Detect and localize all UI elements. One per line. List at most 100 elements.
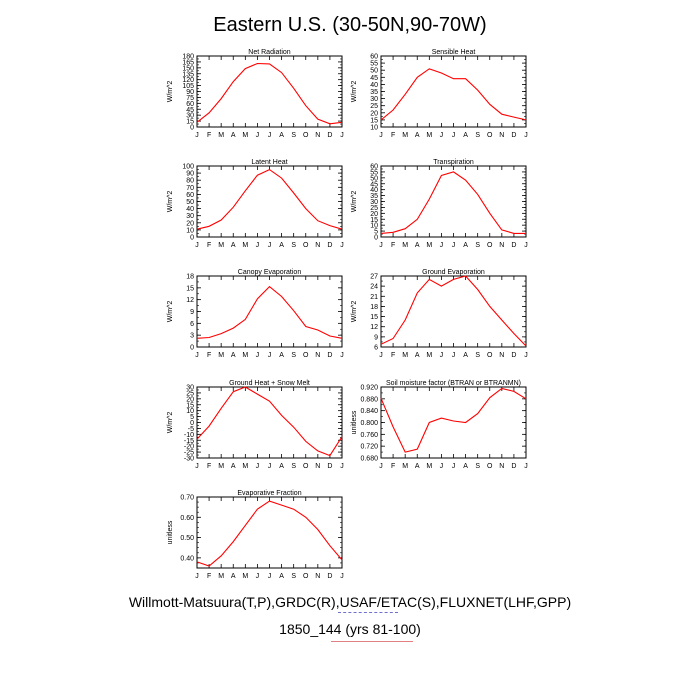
x-tick-label: F [391,352,395,359]
x-tick-label: F [207,573,211,580]
y-tick-label: 18 [186,274,194,281]
y-tick-label: 50 [186,199,194,206]
x-tick-label: D [327,132,332,139]
y-tick-label: 25 [370,103,378,110]
y-tick-label: 0.70 [180,495,194,502]
x-tick-label: S [475,242,480,249]
x-tick-label: J [379,132,383,139]
panel-title: Transpiration [433,159,474,166]
x-tick-label: J [268,242,272,249]
x-tick-label: J [379,242,383,249]
x-tick-label: A [231,352,236,359]
y-tick-label: 60 [186,101,194,108]
y-tick-label: 20 [370,211,378,218]
x-tick-label: S [291,132,296,139]
y-tick-label: 90 [186,89,194,96]
panel-9: Evaporative Fraction unitless 0.40 0.50 0.60… [167,490,344,580]
x-tick-label: D [511,463,516,470]
y-tick-label: 20 [186,220,194,227]
x-tick-label: A [231,463,236,470]
x-tick-label: J [452,352,456,359]
y-axis-label: W/m^2 [167,81,174,103]
x-tick-label: N [499,463,504,470]
x-tick-label: J [195,132,199,139]
y-tick-label: 30 [370,96,378,103]
panel-8: Soil moisture factor (BTRAN or BTRANMN) u… [351,380,528,470]
y-tick-label: 70 [186,185,194,192]
x-tick-label: J [440,463,444,470]
x-tick-label: F [391,132,395,139]
panel-title: Evaporative Fraction [237,490,301,497]
x-tick-label: A [415,242,420,249]
x-tick-label: S [475,352,480,359]
y-tick-label: 0.60 [180,515,194,522]
x-tick-label: N [499,242,504,249]
x-tick-label: A [463,132,468,139]
y-tick-label: 15 [186,285,194,292]
y-tick-label: 0.680 [360,456,378,463]
y-tick-label: 0 [190,235,194,242]
y-tick-label: 0.920 [360,385,378,392]
y-tick-label: 27 [370,274,378,281]
x-tick-label: O [303,352,309,359]
y-tick-label: -20 [184,444,194,451]
x-tick-label: O [303,242,309,249]
y-tick-label: 15 [370,314,378,321]
x-tick-label: M [218,352,224,359]
x-tick-label: M [402,242,408,249]
x-tick-label: M [218,242,224,249]
y-tick-label: 165 [182,59,194,66]
x-tick-label: J [524,352,528,359]
x-tick-label: A [463,242,468,249]
x-tick-label: J [440,352,444,359]
plot-frame [380,275,527,348]
series-line [380,275,527,347]
x-tick-label: A [279,352,284,359]
y-axis-label: W/m^2 [351,301,358,323]
y-tick-label: 45 [370,181,378,188]
x-tick-label: O [487,463,493,470]
x-tick-label: J [524,242,528,249]
y-tick-label: 20 [370,110,378,117]
x-tick-label: M [402,132,408,139]
x-tick-label: M [242,352,248,359]
x-tick-label: N [499,132,504,139]
series-line [196,168,343,230]
panel-title: Canopy Evaporation [238,269,302,276]
y-tick-label: 10 [186,227,194,234]
x-tick-label: J [524,132,528,139]
y-tick-label: 9 [374,334,378,341]
x-tick-label: A [415,463,420,470]
x-tick-label: D [327,573,332,580]
x-tick-label: M [218,132,224,139]
x-tick-label: M [402,352,408,359]
data-source-caption: Willmott-Matsuura(T,P),GRDC(R),USAF/ETAC… [128,594,572,610]
x-tick-label: N [315,352,320,359]
series-line [196,386,343,457]
x-tick-label: S [475,463,480,470]
y-tick-label: 25 [370,205,378,212]
series-line [380,68,527,121]
y-tick-label: 0 [190,125,194,132]
x-tick-label: D [511,242,516,249]
panel-title: Latent Heat [251,159,287,166]
x-tick-label: J [452,132,456,139]
series-line [196,500,343,567]
y-tick-label: -25 [184,450,194,457]
y-tick-label: 5 [374,229,378,236]
x-tick-label: J [452,463,456,470]
x-tick-label: M [242,573,248,580]
y-tick-label: 0.880 [360,396,378,403]
plot-frame [196,386,343,459]
x-tick-label: J [195,242,199,249]
x-tick-label: S [475,132,480,139]
y-tick-label: 40 [370,82,378,89]
x-tick-label: N [499,352,504,359]
x-tick-label: F [391,463,395,470]
plot-frame [380,55,527,128]
x-tick-label: O [303,463,309,470]
y-tick-label: 50 [370,175,378,182]
x-tick-label: F [391,242,395,249]
